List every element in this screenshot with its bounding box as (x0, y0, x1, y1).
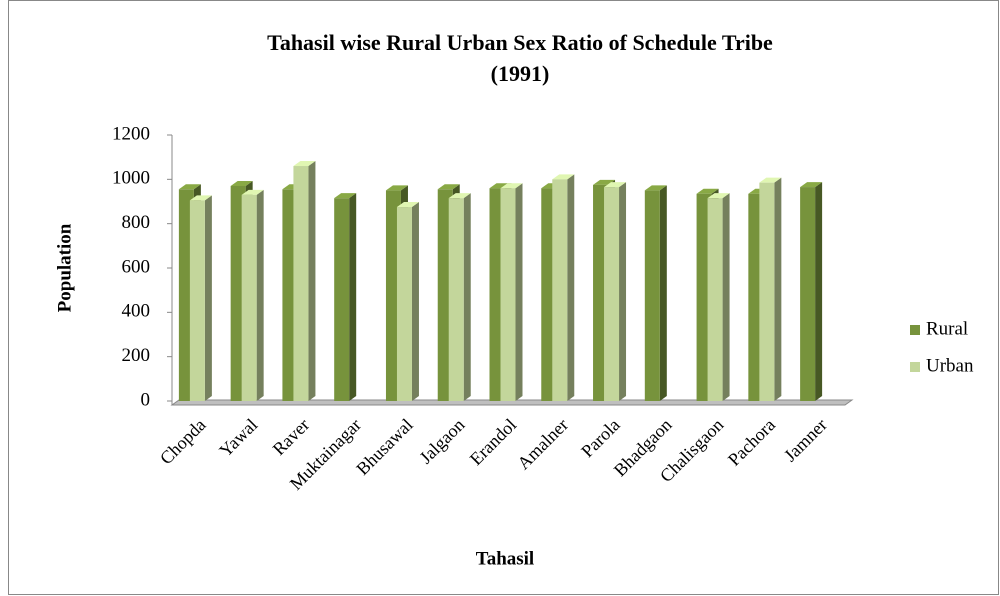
bar-top (437, 184, 460, 190)
bar-front (448, 198, 464, 401)
bar (293, 161, 316, 401)
bar-top (334, 193, 357, 199)
y-tick-label: 1200 (112, 123, 150, 144)
bar-side (567, 174, 575, 401)
bar-top (707, 193, 730, 199)
bar-side (774, 177, 782, 401)
bar-front (552, 179, 568, 401)
bar-side (349, 193, 357, 401)
chart-title: Tahasil wise Rural Urban Sex Ratio of Sc… (267, 30, 773, 55)
bar (552, 174, 575, 401)
bar-side (411, 202, 419, 401)
bar (396, 202, 419, 401)
bar-top (800, 182, 823, 188)
bar-front (759, 182, 775, 401)
bar-top (448, 193, 471, 199)
bar-side (308, 161, 316, 401)
bar-top (604, 182, 627, 188)
bar-front (189, 200, 205, 401)
y-tick-label: 800 (122, 212, 151, 233)
y-tick-label: 600 (122, 256, 151, 277)
bar (604, 182, 627, 401)
bar-side (619, 182, 627, 401)
bar-side (815, 182, 823, 401)
bar-side (722, 193, 730, 401)
chart-title: (1991) (491, 61, 550, 86)
bar-front (500, 188, 516, 401)
bar-side (515, 183, 523, 401)
bar-front (707, 198, 723, 401)
bar-front (644, 190, 660, 401)
y-tick-label: 0 (141, 389, 151, 410)
bar-side (256, 189, 264, 401)
bar-top (178, 184, 201, 190)
legend-label: Urban (926, 355, 974, 376)
legend-label: Rural (926, 318, 968, 339)
y-axis-label: Population (54, 223, 75, 312)
bar-top (189, 195, 212, 201)
bar-front (334, 198, 350, 401)
bar-front (396, 207, 412, 401)
y-tick-label: 1000 (112, 168, 150, 189)
bar-top (241, 189, 264, 195)
legend-swatch (910, 325, 920, 335)
bar-top (500, 183, 523, 189)
bar-front (800, 187, 816, 401)
bar (448, 193, 471, 401)
x-axis-label: Tahasil (476, 548, 534, 569)
bar-front (293, 166, 309, 401)
legend-swatch (910, 362, 920, 372)
bar-top (759, 177, 782, 183)
y-tick-label: 200 (122, 345, 151, 366)
bar-top (696, 188, 719, 194)
bar-top (396, 202, 419, 208)
bar (759, 177, 782, 401)
bar-side (204, 195, 212, 401)
bar (644, 185, 667, 401)
bar-top (293, 161, 316, 167)
bar-top (385, 185, 408, 191)
bar-side (463, 193, 471, 401)
bar (241, 189, 264, 401)
bar-side (659, 185, 667, 401)
bar-front (604, 187, 620, 401)
bar (189, 195, 212, 401)
y-tick-label: 400 (122, 301, 151, 322)
bar (500, 183, 523, 401)
bar-top (230, 180, 253, 186)
bar-front (241, 194, 257, 401)
floor (170, 399, 854, 406)
bar-top (644, 185, 667, 191)
bar (800, 182, 823, 401)
bar-top (552, 174, 575, 180)
bar (707, 193, 730, 401)
bar (334, 193, 357, 401)
